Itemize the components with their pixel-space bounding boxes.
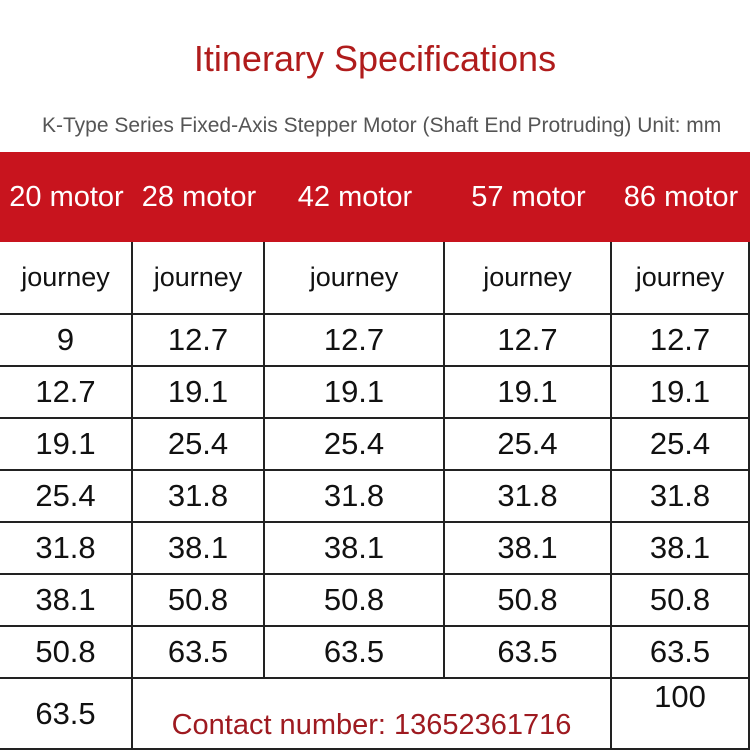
table-cell: 25.4 [445,419,612,471]
table-cell: 9 [0,315,133,367]
table-cell: 31.8 [133,471,265,523]
table-cell: 25.4 [0,471,133,523]
table-cell: 12.7 [445,315,612,367]
table-cell: 12.7 [265,315,445,367]
table-cell: 19.1 [0,419,133,471]
table-cell: 31.8 [612,471,750,523]
subheader-cell: journey [612,242,750,315]
table-cell: 31.8 [265,471,445,523]
table-cell: 50.8 [612,575,750,627]
table-cell: 12.7 [133,315,265,367]
table-cell: 50.8 [445,575,612,627]
table-cell: 19.1 [612,367,750,419]
table-cell: 38.1 [612,523,750,575]
table-cell: 25.4 [133,419,265,471]
table-cell: 63.5 [612,627,750,679]
table-cell: 19.1 [265,367,445,419]
table-cell: 50.8 [133,575,265,627]
subheader-cell: journey [133,242,265,315]
title: Itinerary Specifications [193,38,557,79]
table-cell: 38.1 [133,523,265,575]
table-cell: 38.1 [0,575,133,627]
column-header: 57 motor [445,152,612,242]
contact-number: Contact number: 13652361716 [133,679,612,750]
table-cell: 38.1 [445,523,612,575]
table-cell: 12.7 [0,367,133,419]
column-header: 20 motor [0,152,133,242]
subheader-cell: journey [265,242,445,315]
column-header: 28 motor [133,152,265,242]
table-cell: 63.5 [133,627,265,679]
table-cell: 50.8 [0,627,133,679]
table-cell: 100 [612,679,750,750]
subheader-cell: journey [0,242,133,315]
table-cell: 19.1 [445,367,612,419]
table-cell: 25.4 [265,419,445,471]
table-cell: 12.7 [612,315,750,367]
column-header: 86 motor [612,152,750,242]
table-cell: 50.8 [265,575,445,627]
table-cell: 38.1 [265,523,445,575]
column-header: 42 motor [265,152,445,242]
table-cell: 31.8 [445,471,612,523]
subheader-cell: journey [445,242,612,315]
table-cell: 25.4 [612,419,750,471]
table-cell: 19.1 [133,367,265,419]
table-cell: 63.5 [265,627,445,679]
table-cell: 31.8 [0,523,133,575]
subtitle: K-Type Series Fixed-Axis Stepper Motor (… [42,114,722,137]
table-cell: 63.5 [445,627,612,679]
table-cell: 63.5 [0,679,133,750]
